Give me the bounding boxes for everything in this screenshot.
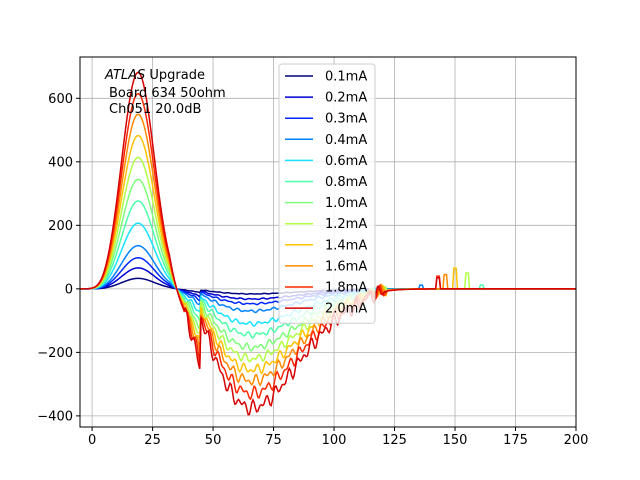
annotation-line-3: Ch051 20.0dB: [109, 102, 201, 117]
y-tick-label: 0: [65, 282, 73, 297]
legend-label: 0.2mA: [325, 91, 367, 106]
x-axis: 0 25 50 75 100 125 150 175 200: [88, 427, 588, 448]
series-line-2-0mA: [80, 71, 576, 416]
annotation-text: ATLAS Upgrade Board 634 50ohm Ch051 20.0…: [104, 68, 226, 117]
x-tick-label: 175: [503, 433, 528, 448]
x-tick-label: 100: [322, 433, 347, 448]
x-tick-label: 125: [382, 433, 407, 448]
legend-label: 1.4mA: [325, 238, 367, 253]
y-tick-label: 400: [48, 155, 73, 170]
legend-label: 1.0mA: [325, 196, 367, 211]
legend-label: 1.2mA: [325, 217, 367, 232]
x-tick-label: 150: [443, 433, 468, 448]
legend-label: 0.3mA: [325, 112, 367, 127]
axes-frame: [79, 56, 577, 428]
x-tick-label: 75: [265, 433, 282, 448]
legend-label: 0.8mA: [325, 175, 367, 190]
legend-label: 0.6mA: [325, 154, 367, 169]
legend-label: 2.0mA: [325, 302, 367, 317]
x-tick-label: 50: [205, 433, 222, 448]
legend-label: 1.6mA: [325, 259, 367, 274]
x-tick-label: 200: [564, 433, 589, 448]
y-tick-label: −400: [37, 409, 73, 424]
y-axis: −400 −200 0 200 400 600: [37, 92, 80, 424]
y-tick-label: 600: [48, 92, 73, 107]
legend: 0.1mA 0.2mA 0.3mA 0.4mA 0.6mA 0.8mA 1.0mA 1.2mA…: [278, 63, 376, 324]
x-tick-label: 25: [144, 433, 161, 448]
annotation-atlas: ATLAS: [104, 68, 145, 83]
legend-label: 0.4mA: [325, 133, 367, 148]
x-tick-label: 0: [88, 433, 96, 448]
annotation-upgrade: Upgrade: [145, 68, 205, 83]
annotation-line-2: Board 634 50ohm: [109, 86, 226, 101]
legend-box: [278, 63, 376, 324]
legend-label: 0.1mA: [325, 70, 367, 85]
y-tick-label: 200: [48, 219, 73, 234]
annotation-line-1: ATLAS Upgrade: [104, 68, 205, 83]
legend-label: 1.8mA: [325, 281, 367, 296]
y-tick-label: −200: [37, 346, 73, 361]
